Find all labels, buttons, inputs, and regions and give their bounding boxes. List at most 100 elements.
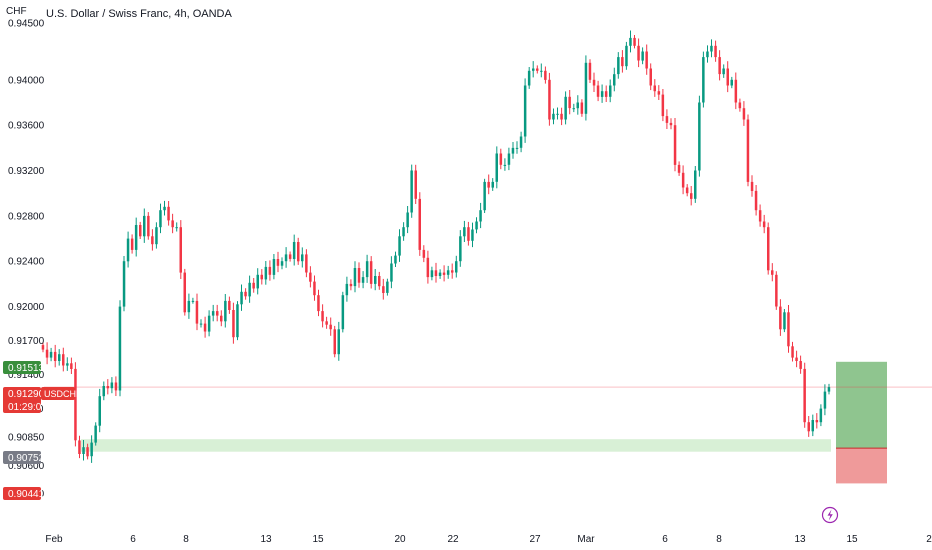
x-tick-label: 8 xyxy=(183,534,189,545)
candle-body xyxy=(576,102,579,109)
x-tick-label: 15 xyxy=(312,534,324,545)
candle-body xyxy=(742,108,746,120)
candle-body xyxy=(280,261,284,266)
candle-body xyxy=(451,270,454,273)
candle-body xyxy=(455,261,458,273)
candle-body xyxy=(588,62,592,80)
candle-body xyxy=(220,315,223,322)
candle-body xyxy=(86,447,89,457)
candle-body xyxy=(503,164,507,166)
candle-body xyxy=(414,170,417,199)
currency-label: CHF xyxy=(6,6,27,17)
candle-body xyxy=(402,227,405,237)
candle-body xyxy=(669,122,673,126)
candle-body xyxy=(738,102,742,109)
candle-body xyxy=(151,236,154,245)
candle-body xyxy=(268,266,272,275)
candle-body xyxy=(232,310,235,338)
stop-price-value: 0.90441 xyxy=(8,489,45,500)
candle-body xyxy=(110,382,114,389)
candle-body xyxy=(677,164,681,173)
candle-body xyxy=(94,425,97,443)
candle-body xyxy=(284,254,288,262)
candle-body xyxy=(130,238,134,250)
candle-body xyxy=(183,272,186,313)
candle-body xyxy=(685,187,689,194)
symbol-badge: USDCHF xyxy=(41,387,82,400)
candle-body xyxy=(827,387,831,392)
candle-body xyxy=(787,312,790,347)
zones-layer xyxy=(44,361,932,484)
candle-body xyxy=(53,351,57,361)
candle-body xyxy=(406,212,409,228)
candle-body xyxy=(629,37,632,46)
candle-body xyxy=(341,295,345,330)
candle-body xyxy=(187,300,191,313)
candle-body xyxy=(767,227,770,271)
candle-body xyxy=(568,96,571,109)
stop-price-badge: 0.90441 xyxy=(3,487,45,500)
candle-body xyxy=(811,420,814,432)
candle-body xyxy=(337,329,340,355)
target-price-value: 0.91513 xyxy=(8,363,45,374)
y-tick-label: 0.91700 xyxy=(8,336,45,347)
x-tick-label: 15 xyxy=(846,534,858,545)
candle-body xyxy=(483,181,486,211)
current-price-value: 0.91290 xyxy=(8,389,45,400)
x-tick-label: 22 xyxy=(447,534,459,545)
candle-body xyxy=(706,51,709,58)
candle-body xyxy=(390,263,393,282)
candle-body xyxy=(540,70,543,72)
candle-body xyxy=(718,57,721,75)
candle-body xyxy=(499,153,503,165)
candle-body xyxy=(746,119,750,182)
candle-body xyxy=(722,68,725,75)
lightning-icon[interactable] xyxy=(821,506,839,524)
candle-body xyxy=(463,227,466,237)
candle-body xyxy=(657,91,661,95)
candle-body xyxy=(329,324,332,330)
candle-body xyxy=(70,363,73,369)
candle-body xyxy=(207,315,211,332)
y-tick-label: 0.91400 xyxy=(8,370,45,381)
candle-body xyxy=(511,147,515,154)
candle-body xyxy=(369,261,373,284)
x-tick-label: 2 xyxy=(926,534,932,545)
candle-body xyxy=(783,312,786,330)
candle-body xyxy=(203,323,207,332)
candle-body xyxy=(532,68,535,71)
candle-body xyxy=(365,261,369,278)
x-tick-label: 13 xyxy=(260,534,272,545)
candle-body xyxy=(418,198,421,250)
candle-body xyxy=(548,79,551,120)
x-tick-label: 6 xyxy=(662,534,668,545)
candle-body xyxy=(527,70,531,86)
candle-body xyxy=(779,306,782,330)
candle-body xyxy=(155,227,158,245)
candle-body xyxy=(58,354,61,361)
candle-body xyxy=(495,153,498,182)
candle-body xyxy=(754,190,758,211)
candle-body xyxy=(762,221,766,228)
candle-body xyxy=(244,291,247,297)
target-zone xyxy=(836,361,887,449)
candle-body xyxy=(702,57,705,103)
time-axis[interactable]: Feb 6 8 13 15 20 22 27 Mar 6 8 13 15 2 xyxy=(45,534,932,545)
candle-body xyxy=(807,422,810,432)
candle-body xyxy=(819,408,823,423)
candle-body xyxy=(641,51,644,61)
candle-body xyxy=(382,286,385,293)
candle-body xyxy=(442,272,446,275)
candle-body xyxy=(556,113,559,115)
candle-body xyxy=(734,79,738,103)
candle-body xyxy=(572,108,575,110)
candle-body xyxy=(224,300,227,322)
entry-price-badge: 0.90752 xyxy=(3,451,45,464)
candle-body xyxy=(633,37,636,46)
candle-body xyxy=(637,45,640,61)
candle-body xyxy=(580,102,584,114)
y-tick-label: 0.92000 xyxy=(8,302,45,313)
y-tick-label: 0.92400 xyxy=(8,257,45,268)
candle-body xyxy=(523,85,527,137)
